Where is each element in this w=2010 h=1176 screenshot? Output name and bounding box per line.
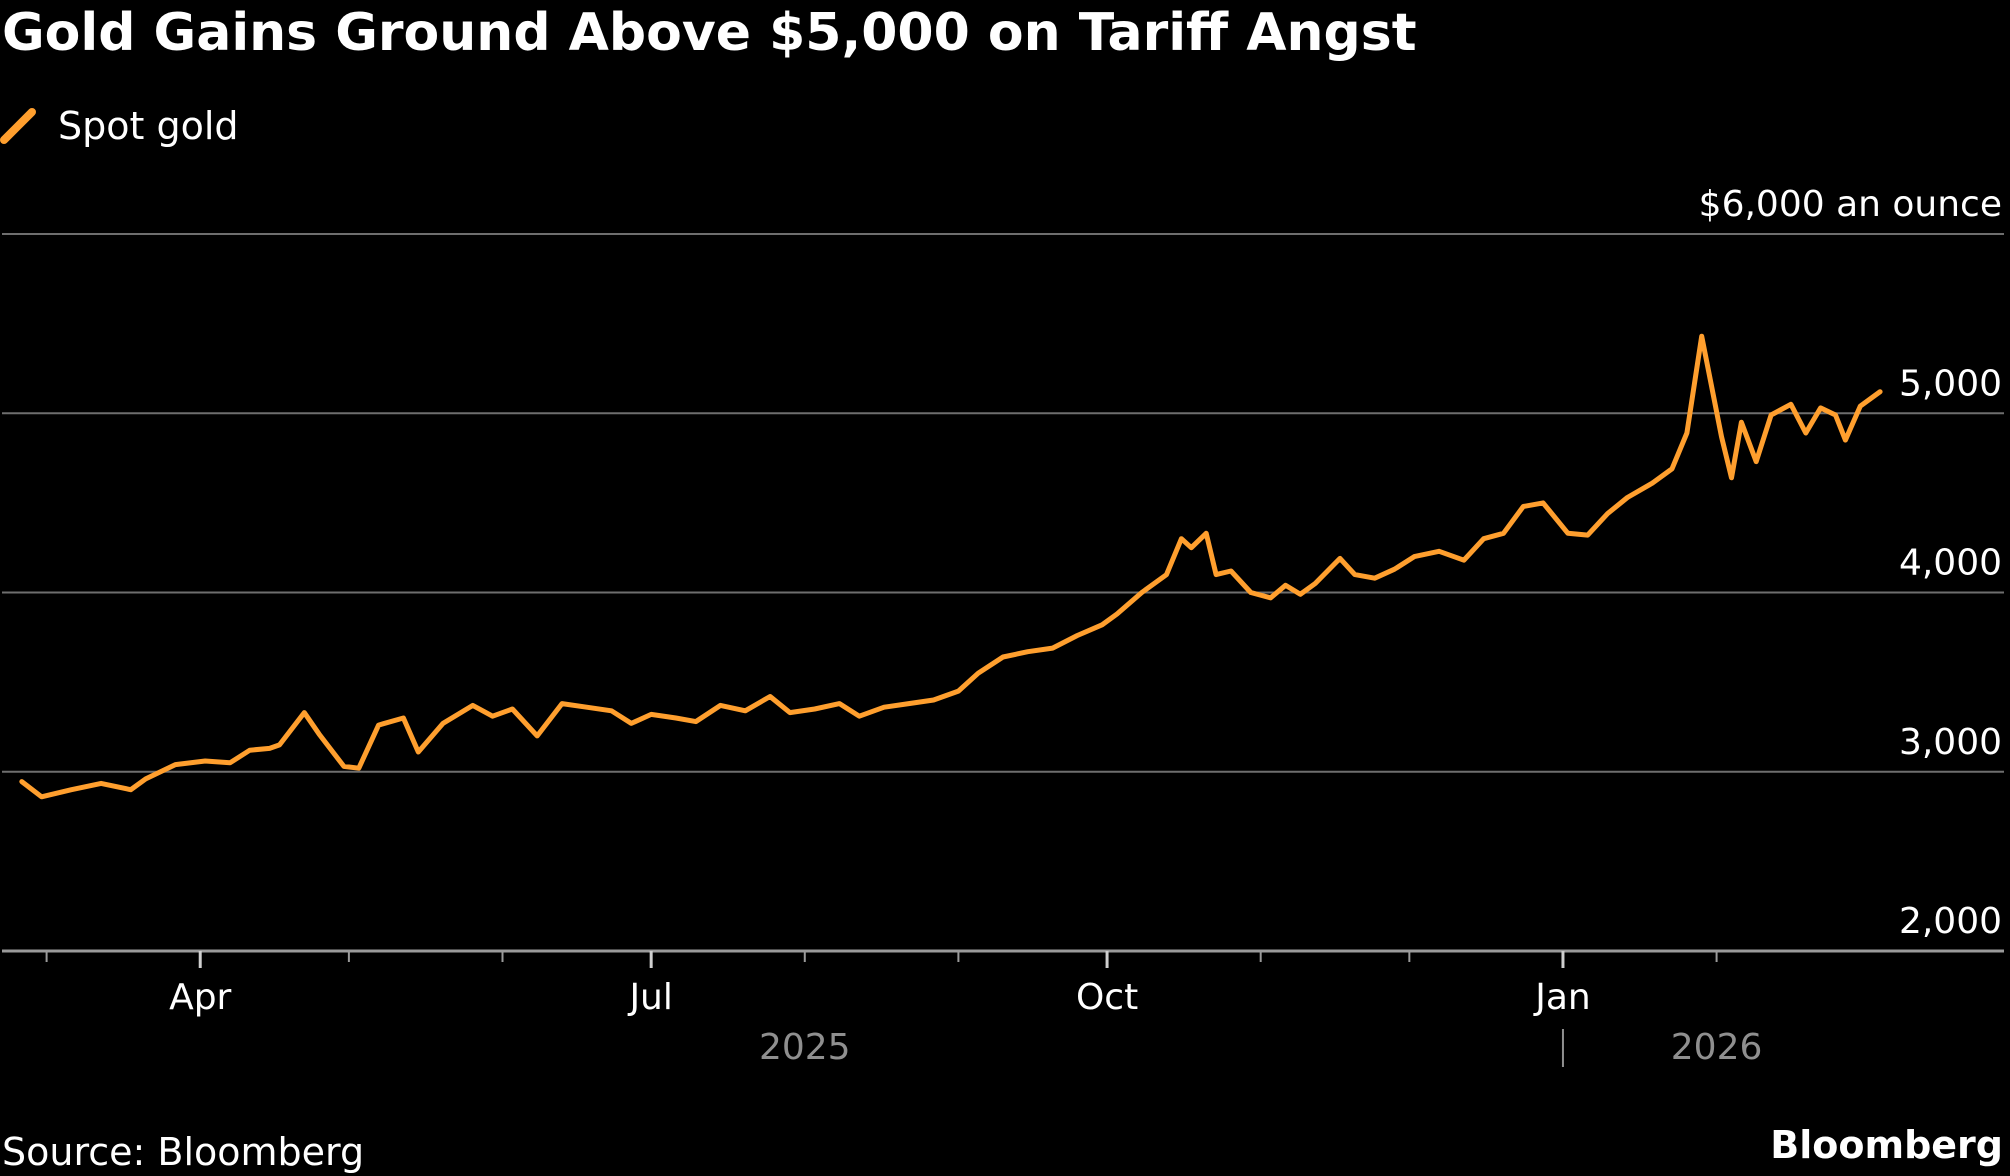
y-tick-label: 4,000 [1899,543,2002,584]
y-tick-label: 3,000 [1899,722,2002,763]
year-label: 2025 [759,1027,851,1068]
year-label: 2026 [1671,1027,1763,1068]
chart-title: Gold Gains Ground Above $5,000 on Tariff… [2,3,1417,63]
gridlines [2,233,2004,953]
x-tick-label: Oct [1076,977,1138,1018]
legend-swatch-spot-gold [0,108,36,144]
source-note: Source: Bloomberg [2,1130,364,1174]
legend-label-spot-gold: Spot gold [58,104,239,148]
legend: Spot gold [0,104,239,148]
y-axis-tick-labels: 2,000 3,000 4,000 5,000 $6,000 an ounce [1699,184,2002,942]
series-layer [19,333,1883,800]
y-tick-label: $6,000 an ounce [1699,184,2002,225]
x-tick-label: Jan [1533,977,1591,1018]
x-axis: Apr Jul Oct Jan 2025 2026 [45,951,1763,1068]
x-tick-label: Jul [627,977,672,1018]
y-tick-label: 5,000 [1899,363,2002,404]
series-line-spot-gold [19,333,1883,800]
y-tick-label: 2,000 [1899,901,2002,942]
bloomberg-logo-text: Bloomberg [1770,1123,2003,1167]
x-tick-label: Apr [169,977,231,1018]
